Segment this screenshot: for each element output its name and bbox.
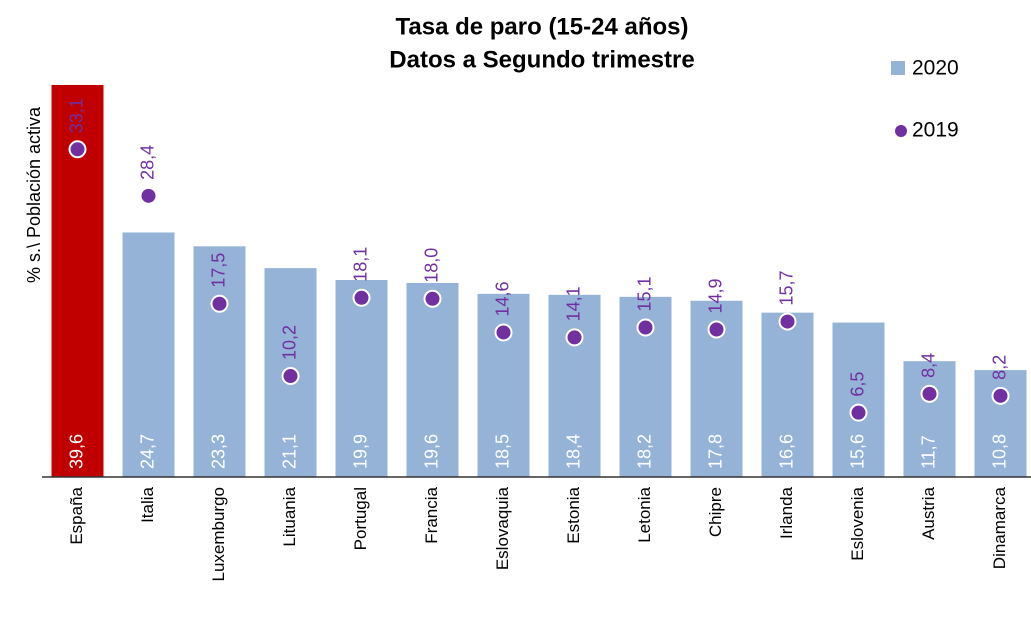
dot-value-label: 14,1 [563, 286, 583, 321]
x-tick-label: Italia [138, 486, 157, 522]
dot [68, 140, 87, 159]
x-tick-label: Estonia [564, 486, 583, 543]
x-tick-label: Letonia [635, 486, 654, 542]
dot [281, 367, 300, 386]
dot [920, 384, 939, 403]
dot-value-label: 18,0 [421, 248, 441, 283]
dot [210, 294, 229, 313]
y-axis-label: % s.\ Población activa [24, 106, 44, 283]
x-tick-label: Eslovaquia [493, 486, 512, 570]
dot-value-label: 15,7 [776, 271, 796, 306]
dot-value-label: 8,2 [989, 355, 1009, 380]
dot [423, 289, 442, 308]
bar-value-label: 39,6 [66, 434, 86, 469]
dot-value-label: 14,9 [705, 278, 725, 313]
dot [352, 288, 371, 307]
dot [849, 403, 868, 422]
dot-value-label: 33,1 [66, 98, 86, 133]
bar [761, 312, 814, 477]
dot-value-label: 10,2 [279, 325, 299, 360]
legend-label: 2020 [912, 57, 959, 80]
chart-title: Tasa de paro (15-24 años) [396, 13, 689, 40]
dot-value-label: 6,5 [847, 372, 867, 397]
x-tick-label: Lituania [280, 486, 299, 546]
dot-value-label: 15,1 [634, 276, 654, 311]
dot [778, 312, 797, 331]
bar-value-label: 19,9 [350, 434, 370, 469]
bar-value-label: 18,5 [492, 434, 512, 469]
dot [707, 320, 726, 339]
bar-value-label: 18,2 [634, 434, 654, 469]
bar-value-label: 15,6 [847, 434, 867, 469]
bar-value-label: 17,8 [705, 434, 725, 469]
legend-label: 2019 [912, 119, 959, 142]
bar-value-label: 10,8 [989, 434, 1009, 469]
dot-value-label: 14,6 [492, 281, 512, 316]
x-tick-label: Francia [422, 486, 441, 543]
bar-value-label: 23,3 [208, 434, 228, 469]
chart-subtitle: Datos a Segundo trimestre [389, 46, 694, 73]
x-tick-label: Irlanda [777, 486, 796, 539]
bar [832, 322, 885, 477]
x-tick-label: Dinamarca [990, 486, 1009, 569]
bar-value-label: 24,7 [137, 434, 157, 469]
x-tick-label: Austria [919, 486, 938, 539]
x-tick-label: Luxemburgo [209, 487, 228, 582]
dot [991, 386, 1010, 405]
dot [636, 318, 655, 337]
bar-value-label: 11,7 [918, 435, 938, 469]
dot [494, 323, 513, 342]
dot-value-label: 17,5 [208, 253, 228, 288]
bar-value-label: 18,4 [563, 434, 583, 469]
dot-value-label: 18,1 [350, 247, 370, 282]
bar [335, 279, 388, 477]
bar [406, 282, 459, 477]
bar [122, 232, 175, 477]
legend-swatch [895, 125, 907, 137]
bar-value-label: 19,6 [421, 434, 441, 469]
dot-value-label: 28,4 [137, 145, 157, 180]
bar-value-label: 21,1 [279, 434, 299, 469]
bar [548, 294, 601, 477]
x-tick-label: Eslovenia [848, 486, 867, 560]
bar [903, 361, 956, 477]
dot-value-label: 8,4 [918, 353, 938, 378]
bar [193, 246, 246, 477]
dot [565, 328, 584, 347]
bar-value-label: 16,6 [776, 434, 796, 469]
x-tick-label: España [67, 486, 86, 544]
x-tick-label: Chipre [706, 487, 725, 537]
x-tick-label: Portugal [351, 487, 370, 550]
legend-swatch [891, 61, 905, 75]
dot [139, 186, 158, 205]
